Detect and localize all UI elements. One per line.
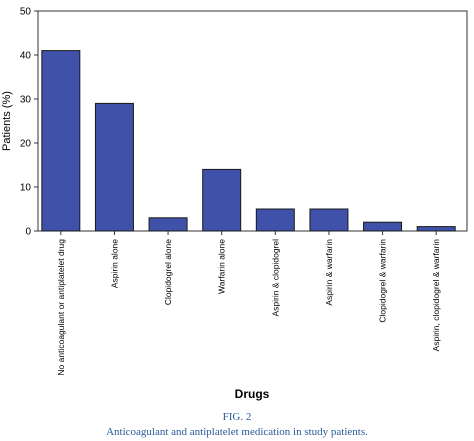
- y-tick-label: 50: [20, 7, 32, 18]
- x-axis-tick-labels: No anticoagulant or antiplatelet drug Asp…: [56, 231, 441, 376]
- x-tick-label: No anticoagulant or antiplatelet drug: [56, 239, 66, 376]
- y-tick-label: 20: [20, 139, 32, 150]
- y-tick-label: 40: [20, 51, 32, 62]
- bar: [94, 102, 134, 232]
- bar: [202, 168, 242, 232]
- y-axis: 0 10 20 30 40 50: [20, 7, 38, 238]
- bar: [363, 221, 403, 232]
- figure-label: FIG. 2: [222, 411, 252, 423]
- bar: [41, 50, 81, 232]
- bar: [255, 208, 295, 232]
- figure-caption: Anticoagulant and antiplatelet medicatio…: [106, 426, 368, 438]
- x-tick-label: Aspirin & warfarin: [324, 239, 334, 306]
- bar: [309, 208, 349, 232]
- bar-chart: 0 10 20 30 40 50 No anticoagulant or antiplat…: [1, 7, 468, 401]
- x-axis-title: Drugs: [235, 387, 270, 401]
- x-tick-label: Aspirin, clopidogrel & warfarin: [431, 239, 441, 352]
- x-tick-label: Warfarin alone: [217, 239, 227, 294]
- x-tick-label: Aspirin alone: [109, 239, 119, 288]
- x-tick-label: Clopidogrel alone: [163, 239, 173, 305]
- bar: [416, 226, 456, 232]
- y-tick-label: 10: [20, 183, 32, 194]
- bar: [148, 217, 188, 232]
- x-tick-label: Aspirin & clopidogrel: [270, 239, 280, 317]
- bars: [41, 50, 456, 232]
- y-tick-label: 0: [25, 227, 31, 238]
- y-axis-title: Patients (%): [1, 91, 13, 151]
- x-tick-label: Clopidogrel & warfarin: [378, 239, 388, 323]
- y-tick-label: 30: [20, 95, 32, 106]
